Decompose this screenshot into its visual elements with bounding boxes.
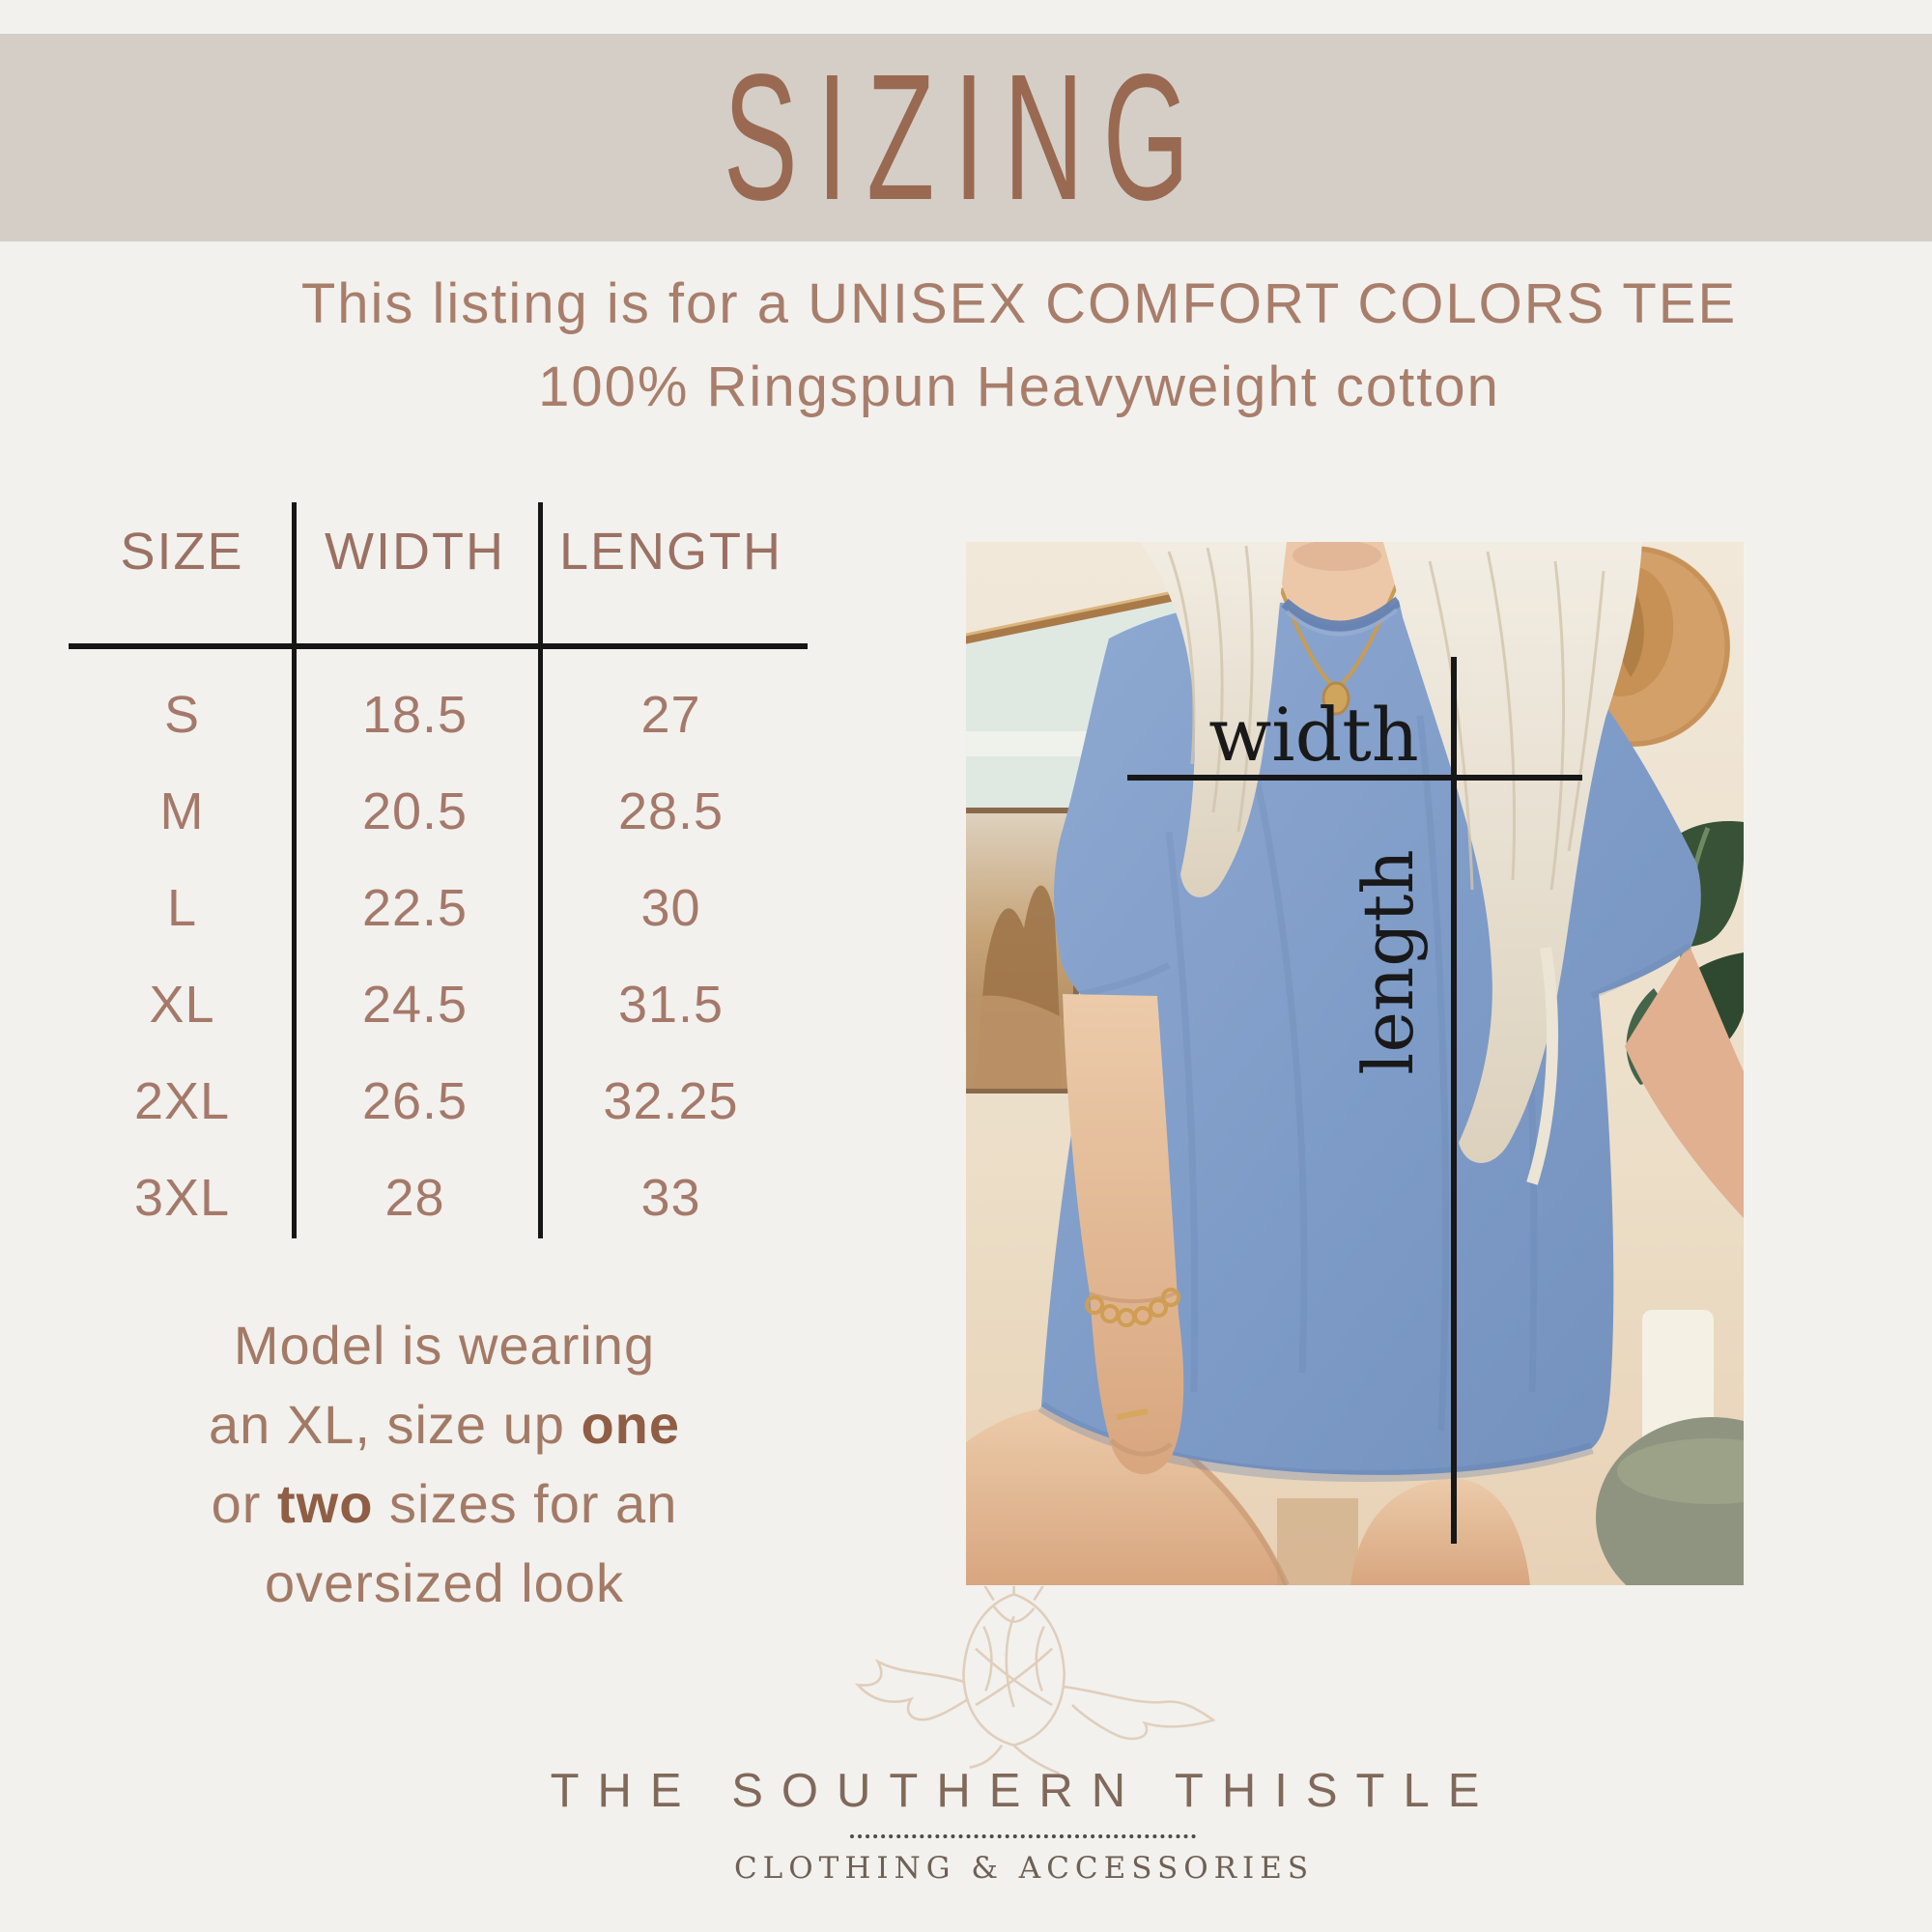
- size-chart: SIZE WIDTH LENGTH S 18.5 27 M 20.5 28.5 L 22.5 3…: [69, 502, 808, 1256]
- table-row: M 20.5 28.5: [72, 763, 804, 860]
- brand-name: THE SOUTHERN THISTLE: [550, 1765, 1498, 1817]
- thistle-logo-icon: [854, 1586, 1215, 1776]
- table-cell: S: [163, 686, 201, 744]
- note-line: oversized look: [265, 1552, 624, 1613]
- model-photo-scene: width length: [950, 540, 1828, 1618]
- table-cell: 28.5: [617, 782, 724, 840]
- column-header-size: SIZE: [120, 523, 244, 581]
- table-row: XL 24.5 31.5: [72, 956, 804, 1053]
- hair-left: [1140, 542, 1287, 897]
- size-chart-rows: S 18.5 27 M 20.5 28.5 L 22.5 30 XL 24.5 31.5 2XL 26.5…: [72, 667, 804, 1246]
- table-cell: M: [159, 782, 205, 840]
- model-photo: width length: [950, 540, 1828, 1618]
- table-cell: 32.25: [603, 1072, 739, 1130]
- note-line: or two sizes for an: [211, 1473, 678, 1534]
- legs: [966, 1406, 1530, 1587]
- table-header-rule: [69, 643, 808, 649]
- brand-tagline: CLOTHING & ACCESSORIES: [733, 1851, 1315, 1886]
- table-cell: 24.5: [361, 976, 469, 1034]
- length-label: length: [1348, 849, 1429, 1074]
- table-row: L 22.5 30: [72, 860, 804, 956]
- table-row: 2XL 26.5 32.25: [72, 1053, 804, 1150]
- table-cell: 3XL: [133, 1169, 231, 1227]
- table-cell: XL: [149, 976, 215, 1034]
- table-cell: 27: [640, 686, 701, 744]
- table-divider: [292, 502, 297, 1238]
- table-cell: 28: [384, 1169, 445, 1227]
- subtitle-line-2: 100% Ringspun Heavyweight cotton: [538, 355, 1500, 418]
- table-row: S 18.5 27: [72, 667, 804, 763]
- table-cell: 30: [640, 879, 701, 937]
- table-cell: L: [166, 879, 198, 937]
- note-line: an XL, size up one: [208, 1394, 680, 1455]
- left-hand: [1063, 994, 1184, 1475]
- table-cell: 31.5: [617, 976, 724, 1034]
- table-cell: 20.5: [361, 782, 469, 840]
- column-header-width: WIDTH: [325, 523, 505, 581]
- table-divider: [538, 502, 543, 1238]
- right-arm: [1625, 944, 1744, 1218]
- logo-divider: [850, 1834, 1196, 1838]
- chin-shadow: [1293, 540, 1381, 571]
- table-cell: 18.5: [361, 686, 469, 744]
- table-cell: 22.5: [361, 879, 469, 937]
- header-band: SIZING: [0, 34, 1932, 242]
- subtitle-line-1: This listing is for a UNISEX COMFORT COL…: [300, 272, 1738, 335]
- necklace: [1279, 583, 1399, 716]
- table-cell: 2XL: [133, 1072, 231, 1130]
- table-row: 3XL 28 33: [72, 1150, 804, 1246]
- note-line: Model is wearing: [233, 1315, 656, 1376]
- table-cell: 33: [640, 1169, 701, 1227]
- model-note: Model is wearing an XL, size up one or two…: [116, 1306, 773, 1623]
- table-header: SIZE WIDTH LENGTH: [72, 522, 804, 582]
- page-title: SIZING: [723, 38, 1209, 238]
- measure-lines: [1127, 657, 1582, 1544]
- column-header-length: LENGTH: [558, 523, 783, 581]
- collar: [1281, 596, 1403, 632]
- table-cell: 26.5: [361, 1072, 469, 1130]
- ring: [1116, 1408, 1149, 1420]
- subtitle: This listing is for a UNISEX COMFORT COL…: [106, 263, 1932, 429]
- width-label: width: [1208, 692, 1419, 778]
- bracelet: [1085, 1288, 1180, 1327]
